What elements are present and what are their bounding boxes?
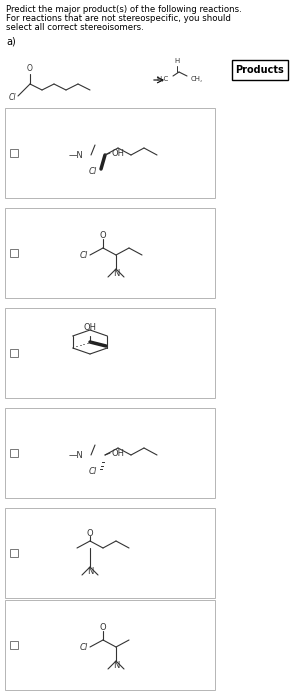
Text: H: H bbox=[174, 58, 180, 64]
Bar bbox=[10, 249, 18, 257]
Bar bbox=[5, 508, 215, 598]
Text: N: N bbox=[113, 661, 119, 669]
Text: N: N bbox=[113, 269, 119, 277]
Text: —N: —N bbox=[68, 451, 83, 459]
Text: OH: OH bbox=[84, 323, 96, 332]
Text: O: O bbox=[100, 230, 106, 239]
Text: O: O bbox=[100, 622, 106, 631]
Bar bbox=[10, 549, 18, 557]
Text: Cl: Cl bbox=[8, 92, 16, 102]
Text: Cl: Cl bbox=[80, 251, 88, 260]
Text: H,C: H,C bbox=[157, 76, 169, 82]
Bar bbox=[10, 449, 18, 457]
Text: N: N bbox=[87, 566, 93, 575]
Text: Cl: Cl bbox=[89, 466, 97, 475]
Bar bbox=[5, 600, 215, 690]
Text: —N: —N bbox=[68, 150, 83, 160]
Bar bbox=[10, 149, 18, 157]
Bar bbox=[5, 308, 215, 398]
Bar bbox=[10, 349, 18, 357]
Text: a): a) bbox=[6, 36, 16, 46]
Text: Cl: Cl bbox=[89, 167, 97, 176]
Text: select all correct stereoisomers.: select all correct stereoisomers. bbox=[6, 23, 144, 32]
Bar bbox=[5, 408, 215, 498]
Text: Cl: Cl bbox=[80, 643, 88, 652]
Text: OH: OH bbox=[112, 148, 125, 158]
Text: OH: OH bbox=[112, 449, 125, 458]
Text: Predict the major product(s) of the following reactions.: Predict the major product(s) of the foll… bbox=[6, 5, 242, 14]
Text: O: O bbox=[87, 528, 93, 538]
Text: CH,: CH, bbox=[191, 76, 203, 82]
Text: O: O bbox=[27, 64, 33, 73]
Text: For reactions that are not stereospecific, you should: For reactions that are not stereospecifi… bbox=[6, 14, 231, 23]
Text: Products: Products bbox=[236, 65, 284, 75]
Bar bbox=[232, 60, 288, 80]
Bar bbox=[5, 108, 215, 198]
Bar bbox=[5, 208, 215, 298]
Bar bbox=[10, 641, 18, 649]
